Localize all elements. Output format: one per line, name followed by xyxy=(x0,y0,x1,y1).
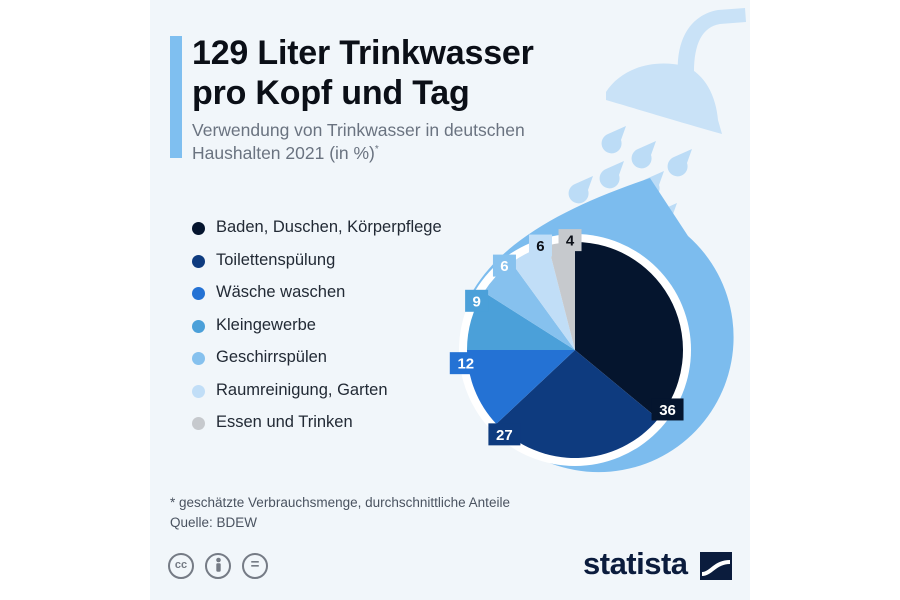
cc-license-icon[interactable]: cc xyxy=(168,553,194,579)
legend-swatch xyxy=(192,287,205,300)
person-icon xyxy=(215,557,221,572)
rain-drop-icon xyxy=(601,126,626,154)
value-label-box xyxy=(492,254,516,277)
legend-swatch xyxy=(192,384,205,398)
value-label-box xyxy=(449,352,482,375)
legend-swatch xyxy=(192,254,205,268)
value-label-box xyxy=(528,234,552,257)
legend-label: Raumreinigung, Garten xyxy=(216,380,388,399)
pie-slice[interactable] xyxy=(467,292,575,350)
value-label: 6 xyxy=(536,238,544,255)
value-label: 36 xyxy=(659,402,676,419)
pie-slice[interactable] xyxy=(496,350,659,459)
value-label: 6 xyxy=(500,258,508,275)
pie-slice[interactable] xyxy=(548,242,575,350)
value-label: 9 xyxy=(472,293,480,310)
legend-label: Geschirrspülen xyxy=(216,348,327,366)
pie-slice[interactable] xyxy=(483,262,575,350)
pie-slice[interactable] xyxy=(575,242,684,419)
pie-slice[interactable] xyxy=(467,350,575,424)
title-accent-bar xyxy=(170,36,182,158)
legend-label: Toilettenspülung xyxy=(216,250,336,269)
rain-drop-icon xyxy=(667,149,692,177)
statista-logo-icon[interactable] xyxy=(700,552,732,580)
pie-slices xyxy=(467,242,684,459)
value-label-box xyxy=(558,229,582,252)
legend-swatch xyxy=(192,319,205,333)
value-label: 12 xyxy=(457,356,474,373)
shower-pipe-icon xyxy=(677,8,746,74)
statista-logo-text[interactable]: statista xyxy=(583,546,688,581)
legend-label: Wäsche waschen xyxy=(216,283,346,301)
source-note: Quelle: BDEW xyxy=(170,515,258,530)
by-license-icon[interactable] xyxy=(205,553,231,579)
value-label: 27 xyxy=(496,427,513,444)
subtitle-footnote-marker: * xyxy=(374,144,379,156)
pie-value-labels: 36 27 12 9 6 6 4 xyxy=(449,229,684,446)
value-label-box xyxy=(488,423,521,446)
footnote: * geschätzte Verbrauchsmenge, durchschni… xyxy=(170,495,510,510)
chart-title-line-2: pro Kopf und Tag xyxy=(192,74,470,112)
shower-head-icon xyxy=(606,63,722,134)
legend-swatch xyxy=(192,417,205,430)
chart-subtitle-line-2: Haushalten 2021 (in %)* xyxy=(192,143,379,164)
rain-drop-icon xyxy=(631,141,656,169)
chart-title-line-1: 129 Liter Trinkwasser xyxy=(192,34,534,72)
chart-subtitle-line-1: Verwendung von Trinkwasser in deutschen xyxy=(192,120,525,140)
legend-swatch xyxy=(192,352,205,365)
legend-label: Kleingewerbe xyxy=(216,315,316,334)
nd-license-icon[interactable]: = xyxy=(242,553,268,579)
value-label-box xyxy=(651,398,684,421)
subtitle-line-2-text: Haushalten 2021 (in %) xyxy=(192,143,375,163)
rain-drop-icon xyxy=(568,176,593,204)
value-label-box xyxy=(465,289,489,312)
pie-slice[interactable] xyxy=(511,245,575,350)
legend-label: Baden, Duschen, Körperpflege xyxy=(216,218,442,236)
legend-label: Essen und Trinken xyxy=(216,413,353,431)
value-label: 4 xyxy=(566,233,575,250)
rain-drop-icon xyxy=(599,161,624,189)
legend-swatch xyxy=(192,222,205,235)
